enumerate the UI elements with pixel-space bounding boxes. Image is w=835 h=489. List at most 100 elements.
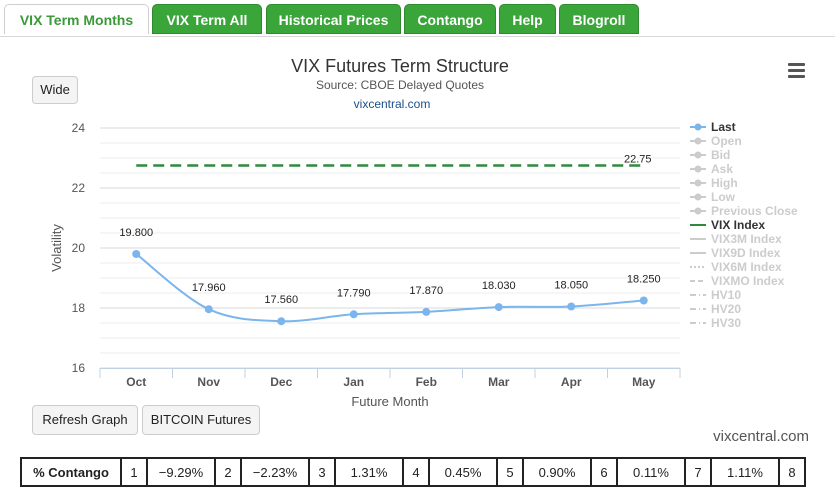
chart-title: VIX Futures Term Structure bbox=[291, 56, 509, 76]
tab-blogroll[interactable]: Blogroll bbox=[559, 4, 639, 34]
last-point[interactable] bbox=[567, 302, 576, 311]
last-point[interactable] bbox=[277, 317, 286, 326]
legend-item[interactable]: High bbox=[690, 176, 738, 190]
chart-subtitle: Source: CBOE Delayed Quotes bbox=[316, 78, 484, 92]
tab-contango[interactable]: Contango bbox=[404, 4, 496, 34]
tab-vix-term-all[interactable]: VIX Term All bbox=[152, 4, 262, 34]
legend-label: Open bbox=[711, 134, 742, 148]
last-data-label: 17.960 bbox=[192, 282, 226, 294]
contango-table: % Contango 1 −9.29% 2 −2.23% 3 1.31% 4 0… bbox=[20, 457, 806, 487]
legend-marker bbox=[694, 165, 702, 173]
contango-index: 6 bbox=[590, 457, 618, 487]
y-tick-label: 22 bbox=[72, 181, 86, 195]
vix-index-label: 22.75 bbox=[624, 154, 652, 166]
legend-label: VIXMO Index bbox=[711, 274, 785, 288]
contango-index: 2 bbox=[214, 457, 242, 487]
legend-item[interactable]: Low bbox=[690, 190, 736, 204]
legend-item[interactable]: HV10 bbox=[690, 288, 741, 302]
contango-index: 7 bbox=[684, 457, 712, 487]
x-tick-label: Nov bbox=[197, 375, 220, 389]
legend-marker bbox=[694, 193, 702, 201]
y-axis-title: Volatility bbox=[49, 224, 64, 272]
watermark: vixcentral.com bbox=[713, 428, 809, 445]
legend-label: VIX Index bbox=[711, 218, 765, 232]
last-point[interactable] bbox=[132, 250, 141, 258]
last-point[interactable] bbox=[639, 296, 648, 305]
chart-credit-link[interactable]: vixcentral.com bbox=[354, 97, 431, 111]
legend-item[interactable]: Ask bbox=[690, 162, 733, 176]
last-data-label: 17.870 bbox=[409, 285, 443, 297]
contango-index: 5 bbox=[496, 457, 524, 487]
tab-bar: VIX Term Months VIX Term All Historical … bbox=[0, 0, 835, 37]
legend-item[interactable]: VIX Index bbox=[690, 218, 765, 232]
x-tick-label: Mar bbox=[488, 375, 510, 389]
legend-label: VIX6M Index bbox=[711, 260, 782, 274]
last-point[interactable] bbox=[349, 310, 358, 319]
legend-item[interactable]: Last bbox=[690, 120, 736, 134]
refresh-graph-button[interactable]: Refresh Graph bbox=[32, 405, 138, 435]
legend-item[interactable]: Bid bbox=[690, 148, 730, 162]
legend-item[interactable]: Previous Close bbox=[690, 204, 798, 218]
tab-help[interactable]: Help bbox=[499, 4, 556, 34]
contango-value: −9.29% bbox=[146, 457, 216, 487]
y-axis-ticks: 16 18 20 22 24 bbox=[72, 121, 86, 375]
tab-vix-term-months[interactable]: VIX Term Months bbox=[4, 4, 149, 34]
legend-item[interactable]: Open bbox=[690, 134, 742, 148]
legend-label: VIX9D Index bbox=[711, 246, 781, 260]
legend-label: HV30 bbox=[711, 316, 741, 330]
legend-label: Ask bbox=[711, 162, 733, 176]
last-data-label: 19.800 bbox=[119, 227, 153, 239]
x-tick-label: Apr bbox=[561, 375, 582, 389]
tab-historical-prices[interactable]: Historical Prices bbox=[266, 4, 401, 34]
last-point[interactable] bbox=[204, 305, 213, 314]
contango-index: 4 bbox=[402, 457, 430, 487]
contango-index: 8 bbox=[778, 457, 806, 487]
last-data-label: 18.050 bbox=[554, 280, 588, 292]
legend-item[interactable]: VIX9D Index bbox=[690, 246, 781, 260]
y-tick-label: 16 bbox=[72, 361, 86, 375]
series-vix-index: 22.75 bbox=[136, 154, 652, 167]
contango-value: 0.90% bbox=[522, 457, 592, 487]
legend-item[interactable]: VIX6M Index bbox=[690, 260, 782, 274]
series-last: 19.800 17.960 17.560 17.790 17.870 18.030 18.0… bbox=[119, 227, 661, 326]
contango-label: % Contango bbox=[20, 457, 122, 487]
last-data-label: 17.790 bbox=[337, 287, 371, 299]
legend-item[interactable]: VIX3M Index bbox=[690, 232, 782, 246]
legend-marker bbox=[694, 137, 702, 145]
contango-row: % Contango 1 −9.29% 2 −2.23% 3 1.31% 4 0… bbox=[20, 457, 806, 487]
x-tick-label: Dec bbox=[270, 375, 292, 389]
wide-button[interactable]: Wide bbox=[32, 76, 78, 104]
chart-menu-icon[interactable] bbox=[787, 60, 809, 80]
bitcoin-futures-button[interactable]: BITCOIN Futures bbox=[142, 405, 260, 435]
x-axis: Oct Nov Dec Jan Feb Mar Apr May bbox=[99, 368, 681, 389]
legend-item[interactable]: HV20 bbox=[690, 302, 741, 316]
last-data-label: 18.250 bbox=[627, 274, 661, 286]
x-tick-label: Feb bbox=[416, 375, 437, 389]
legend-label: Last bbox=[711, 120, 736, 134]
last-point[interactable] bbox=[494, 303, 503, 312]
legend-item[interactable]: VIXMO Index bbox=[690, 274, 785, 288]
y-tick-label: 18 bbox=[72, 301, 86, 315]
last-data-label: 18.030 bbox=[482, 280, 516, 292]
legend-label: Previous Close bbox=[711, 204, 798, 218]
contango-value: −2.23% bbox=[240, 457, 310, 487]
last-data-label: 17.560 bbox=[264, 294, 298, 306]
contango-value: 0.11% bbox=[616, 457, 686, 487]
x-tick-label: Jan bbox=[343, 375, 364, 389]
y-tick-label: 24 bbox=[72, 121, 86, 135]
legend-marker bbox=[694, 151, 702, 159]
contango-value: 1.11% bbox=[710, 457, 780, 487]
legend-marker bbox=[694, 207, 702, 215]
plot-grid bbox=[100, 127, 680, 369]
contango-index: 3 bbox=[308, 457, 336, 487]
legend-item[interactable]: HV30 bbox=[690, 316, 741, 330]
y-tick-label: 20 bbox=[72, 241, 86, 255]
legend-label: Low bbox=[711, 190, 736, 204]
contango-index: 1 bbox=[120, 457, 148, 487]
legend-marker bbox=[694, 123, 702, 131]
legend-label: HV10 bbox=[711, 288, 741, 302]
legend-label: HV20 bbox=[711, 302, 741, 316]
x-tick-label: Oct bbox=[126, 375, 146, 389]
last-point[interactable] bbox=[422, 307, 431, 316]
